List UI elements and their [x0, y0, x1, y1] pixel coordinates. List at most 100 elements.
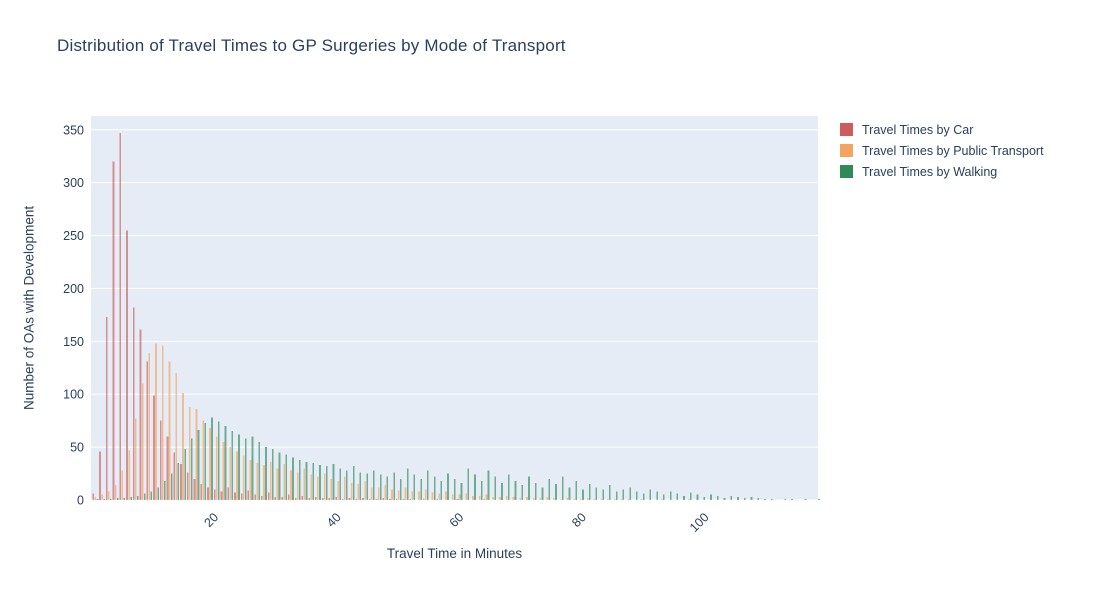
- histogram-bar[interactable]: [483, 498, 486, 500]
- histogram-bar[interactable]: [335, 496, 337, 500]
- histogram-bar[interactable]: [757, 497, 760, 500]
- histogram-bar[interactable]: [377, 487, 380, 500]
- histogram-bar[interactable]: [200, 484, 203, 500]
- histogram-bar[interactable]: [663, 494, 665, 500]
- histogram-bar[interactable]: [236, 451, 238, 500]
- histogram-bar[interactable]: [622, 489, 625, 500]
- histogram-bar[interactable]: [595, 487, 598, 500]
- histogram-bar[interactable]: [143, 493, 146, 500]
- histogram-bar[interactable]: [258, 441, 261, 500]
- histogram-bar[interactable]: [546, 496, 548, 500]
- histogram-bar[interactable]: [389, 498, 391, 500]
- histogram-bar[interactable]: [573, 498, 575, 500]
- histogram-bar[interactable]: [640, 498, 643, 500]
- histogram-bar[interactable]: [427, 470, 429, 500]
- histogram-bar[interactable]: [330, 478, 333, 500]
- histogram-bar[interactable]: [207, 487, 209, 500]
- histogram-bar[interactable]: [770, 498, 773, 500]
- histogram-bar[interactable]: [166, 436, 169, 500]
- histogram-bar[interactable]: [238, 434, 240, 500]
- histogram-bar[interactable]: [532, 497, 535, 500]
- histogram-bar[interactable]: [687, 498, 690, 500]
- histogram-bar[interactable]: [362, 497, 364, 500]
- histogram-bar[interactable]: [128, 450, 130, 500]
- histogram-bar[interactable]: [116, 497, 119, 500]
- histogram-bar[interactable]: [119, 132, 122, 500]
- histogram-bar[interactable]: [348, 497, 351, 500]
- histogram-bar[interactable]: [485, 494, 488, 500]
- histogram-bar[interactable]: [409, 498, 412, 500]
- histogram-bar[interactable]: [285, 454, 288, 500]
- histogram-bar[interactable]: [723, 497, 726, 500]
- histogram-bar[interactable]: [317, 476, 319, 500]
- histogram-bar[interactable]: [150, 491, 153, 500]
- histogram-bar[interactable]: [818, 498, 820, 500]
- histogram-bar[interactable]: [256, 462, 259, 500]
- histogram-bar[interactable]: [101, 494, 103, 500]
- histogram-bar[interactable]: [593, 498, 596, 500]
- histogram-bar[interactable]: [487, 470, 490, 500]
- histogram-bar[interactable]: [182, 393, 184, 500]
- histogram-bar[interactable]: [202, 420, 205, 500]
- histogram-bar[interactable]: [240, 493, 243, 500]
- histogram-bar[interactable]: [555, 484, 557, 500]
- histogram-bar[interactable]: [395, 498, 398, 500]
- histogram-bar[interactable]: [379, 474, 382, 500]
- histogram-bar[interactable]: [135, 418, 137, 500]
- histogram-bar[interactable]: [94, 496, 97, 500]
- histogram-bar[interactable]: [105, 316, 108, 500]
- histogram-bar[interactable]: [229, 447, 232, 500]
- histogram-bar[interactable]: [397, 490, 400, 500]
- histogram-bar[interactable]: [310, 474, 312, 500]
- histogram-bar[interactable]: [244, 438, 247, 500]
- histogram-bar[interactable]: [110, 498, 112, 500]
- histogram-bar[interactable]: [346, 470, 348, 500]
- histogram-bar[interactable]: [492, 496, 495, 500]
- histogram-bar[interactable]: [453, 478, 456, 500]
- histogram-bar[interactable]: [458, 494, 461, 500]
- histogram-bar[interactable]: [323, 473, 326, 500]
- histogram-bar[interactable]: [168, 361, 171, 500]
- histogram-bar[interactable]: [541, 487, 544, 500]
- histogram-bar[interactable]: [494, 476, 497, 500]
- histogram-bar[interactable]: [283, 464, 285, 500]
- histogram-bar[interactable]: [357, 484, 360, 500]
- histogram-bar[interactable]: [325, 466, 328, 500]
- histogram-bar[interactable]: [274, 496, 277, 500]
- histogram-bar[interactable]: [371, 487, 373, 500]
- histogram-bar[interactable]: [269, 461, 272, 500]
- histogram-bar[interactable]: [249, 459, 252, 500]
- histogram-bar[interactable]: [271, 449, 274, 500]
- histogram-bar[interactable]: [315, 496, 317, 500]
- histogram-bar[interactable]: [629, 487, 631, 500]
- histogram-bar[interactable]: [445, 491, 447, 500]
- histogram-bar[interactable]: [512, 496, 515, 500]
- histogram-bar[interactable]: [737, 496, 739, 500]
- histogram-bar[interactable]: [305, 461, 308, 500]
- histogram-bar[interactable]: [164, 480, 166, 500]
- histogram-bar[interactable]: [350, 483, 353, 500]
- histogram-bar[interactable]: [689, 492, 692, 500]
- histogram-bar[interactable]: [191, 438, 193, 500]
- histogram-bar[interactable]: [431, 492, 434, 500]
- histogram-bar[interactable]: [148, 352, 151, 500]
- histogram-bar[interactable]: [344, 476, 346, 500]
- histogram-bar[interactable]: [391, 489, 393, 500]
- histogram-bar[interactable]: [730, 495, 733, 500]
- histogram-bar[interactable]: [211, 417, 213, 500]
- histogram-bar[interactable]: [188, 406, 191, 500]
- histogram-bar[interactable]: [566, 497, 569, 500]
- histogram-bar[interactable]: [355, 498, 358, 500]
- histogram-bar[interactable]: [242, 455, 245, 500]
- histogram-bar[interactable]: [222, 441, 225, 500]
- histogram-bar[interactable]: [519, 497, 522, 500]
- histogram-bar[interactable]: [339, 468, 341, 500]
- histogram-bar[interactable]: [352, 466, 355, 500]
- histogram-bar[interactable]: [319, 465, 321, 500]
- histogram-bar[interactable]: [804, 498, 807, 500]
- histogram-bar[interactable]: [96, 498, 99, 500]
- histogram-bar[interactable]: [615, 491, 618, 500]
- histogram-bar[interactable]: [764, 498, 766, 500]
- histogram-bar[interactable]: [568, 487, 571, 500]
- histogram-bar[interactable]: [703, 496, 706, 500]
